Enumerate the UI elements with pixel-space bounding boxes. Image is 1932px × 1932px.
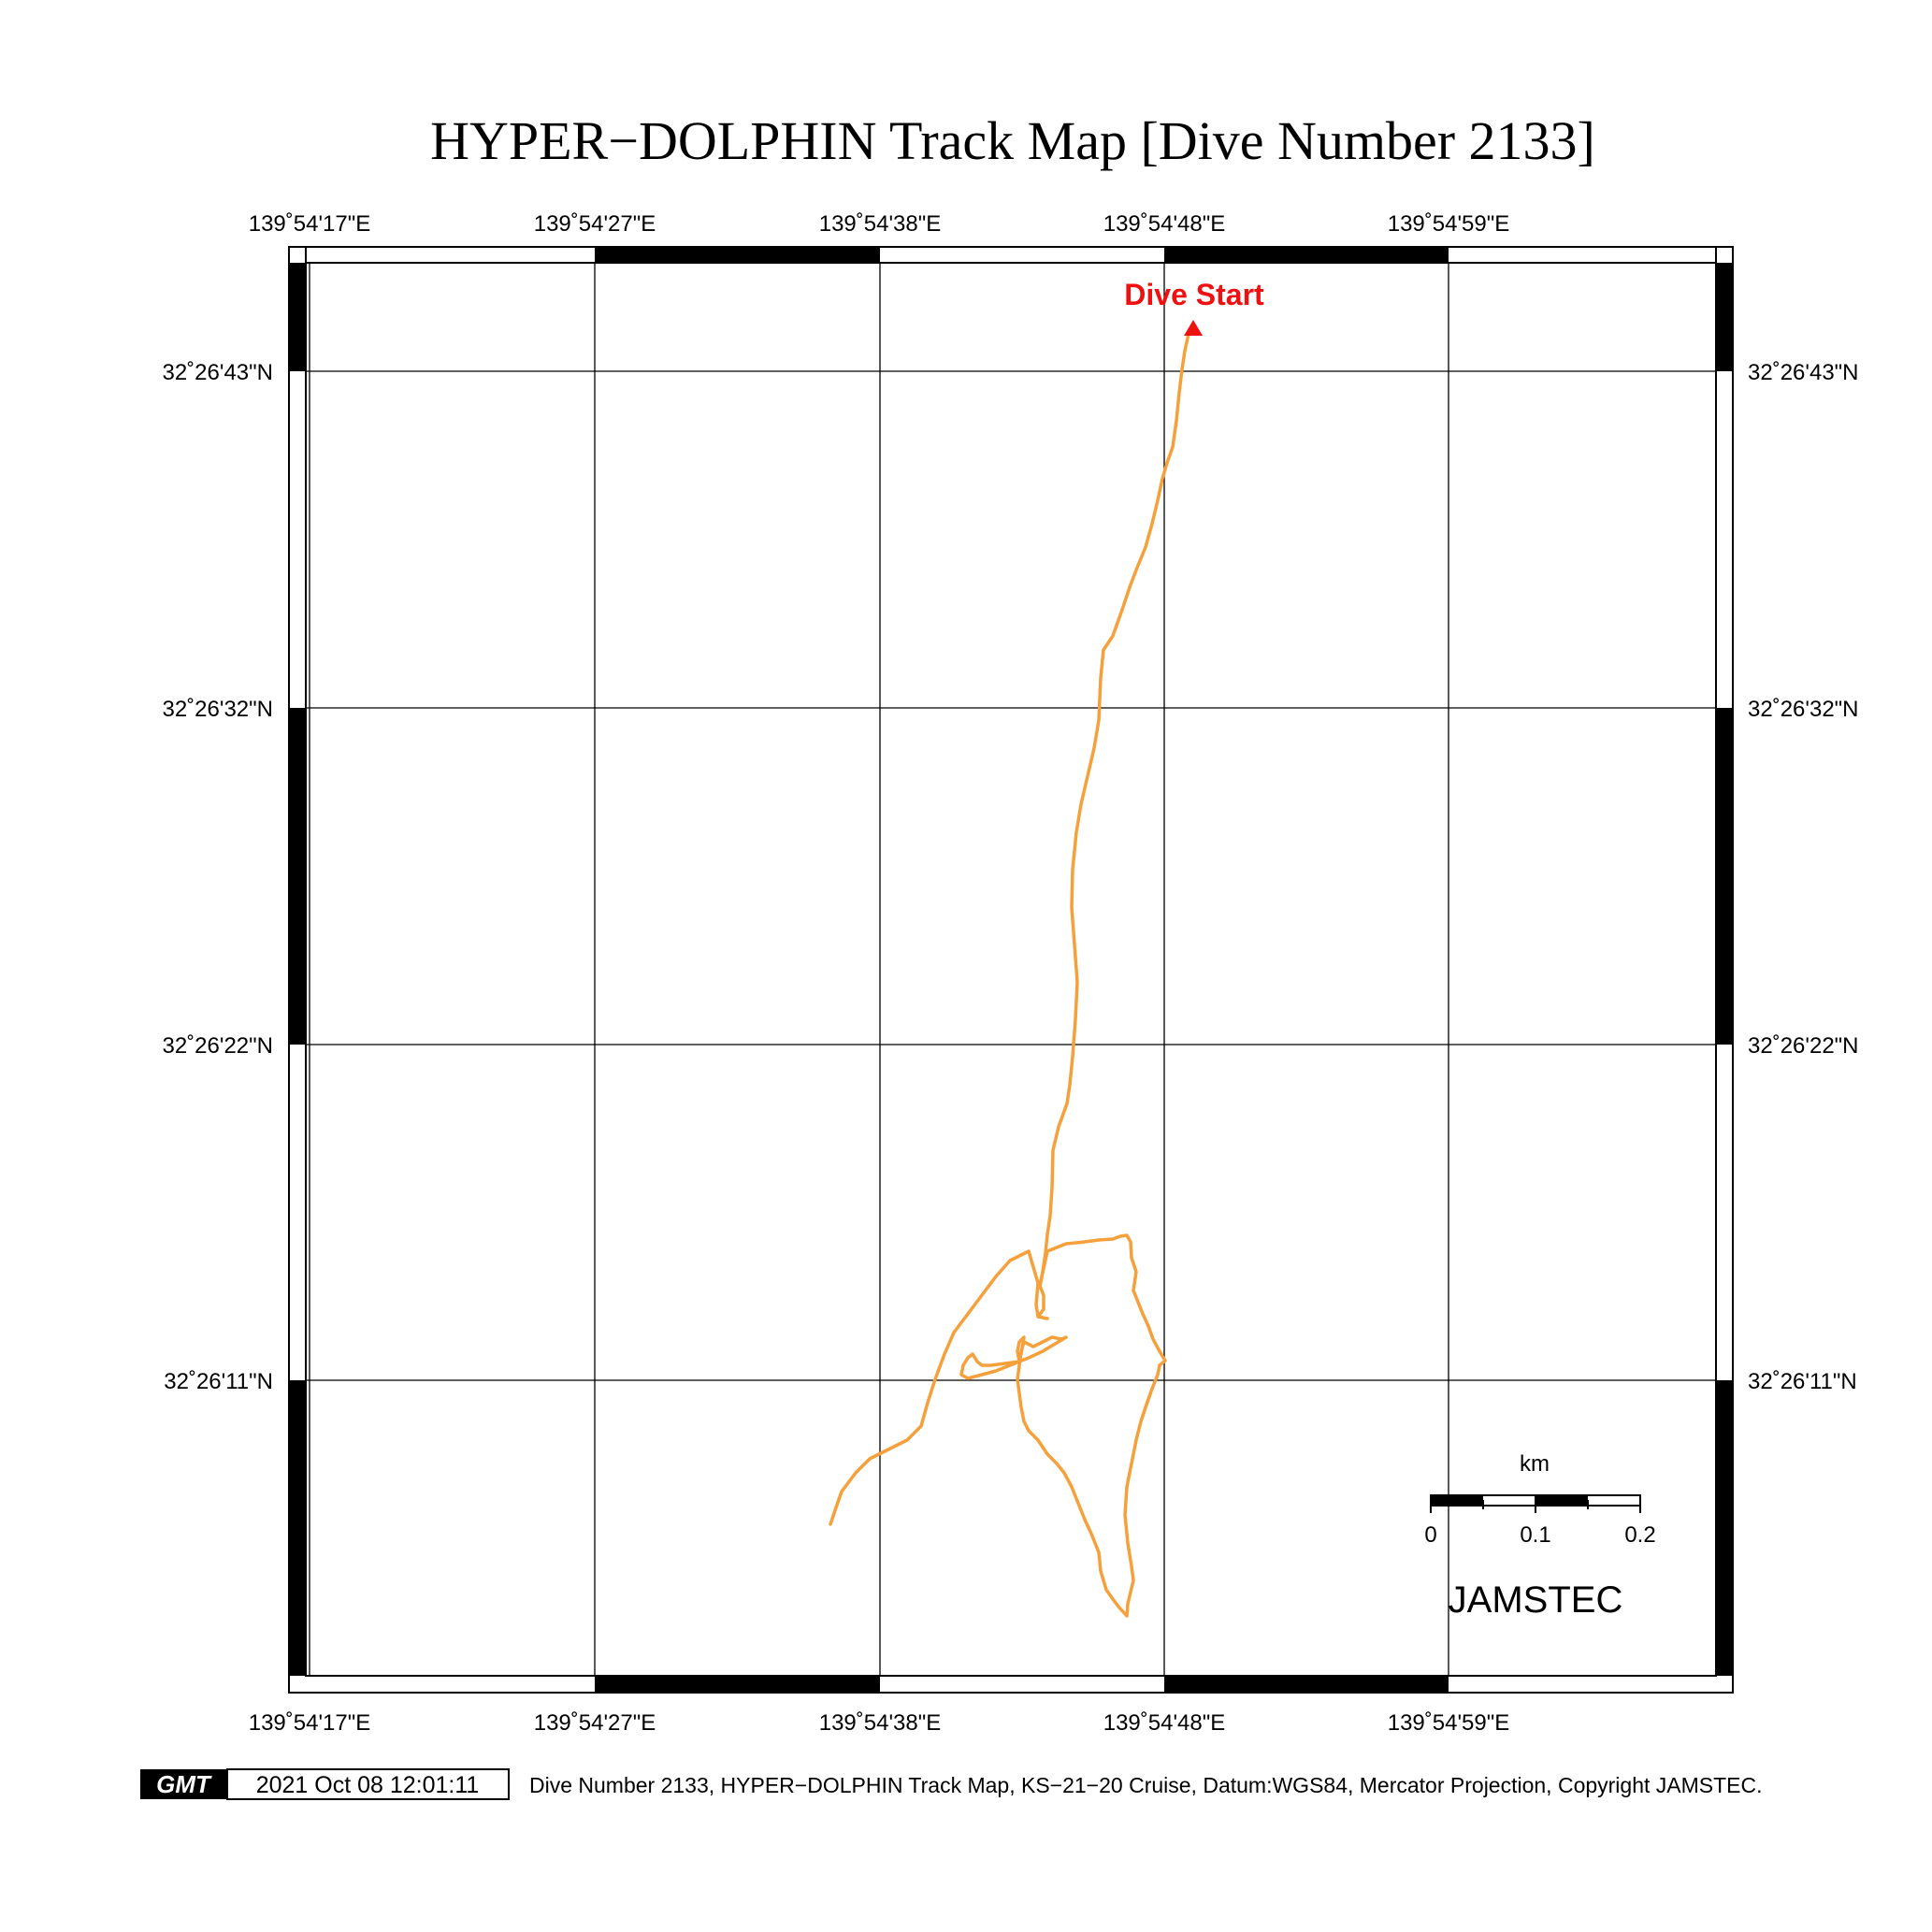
lat-label-right: 32˚26'43"N — [1748, 360, 1859, 385]
footer-caption: Dive Number 2133, HYPER−DOLPHIN Track Ma… — [529, 1773, 1763, 1797]
lat-label-left: 32˚26'22"N — [162, 1033, 273, 1059]
map-frame — [288, 246, 1734, 1694]
dive-start-label: Dive Start — [1124, 278, 1264, 311]
lat-label-left: 32˚26'32"N — [162, 697, 273, 722]
scale-tick-label: 0.2 — [1624, 1522, 1655, 1548]
timestamp-box — [226, 1768, 510, 1800]
lon-label-bottom: 139˚54'17"E — [249, 1710, 371, 1736]
lat-label-right: 32˚26'22"N — [1748, 1033, 1859, 1059]
lat-label-right: 32˚26'32"N — [1748, 697, 1859, 722]
map-title: HYPER−DOLPHIN Track Map [Dive Number 213… — [430, 110, 1595, 171]
gmt-logo-text: GMT — [156, 1770, 212, 1798]
footer: GMT 2021 Oct 08 12:01:11 Dive Number 213… — [140, 1768, 1763, 1800]
lon-label-bottom: 139˚54'59"E — [1388, 1710, 1510, 1736]
lat-label-left: 32˚26'11"N — [164, 1369, 273, 1394]
graticule — [306, 263, 1716, 1676]
scale-tick-label: 0 — [1424, 1522, 1436, 1548]
lon-label-top: 139˚54'17"E — [249, 211, 371, 237]
scale-tick-label: 0.1 — [1520, 1522, 1550, 1548]
lon-label-bottom: 139˚54'38"E — [819, 1710, 942, 1736]
dive-track — [829, 332, 1190, 1526]
scale-unit-label: km — [1520, 1451, 1550, 1477]
dive-start-marker: Dive Start — [1124, 278, 1264, 336]
dive-track-loop — [959, 1233, 1167, 1618]
lon-label-top: 139˚54'27"E — [534, 211, 656, 237]
lat-label-right: 32˚26'11"N — [1748, 1369, 1857, 1394]
triangle-marker-icon — [1184, 320, 1203, 336]
lat-label-left: 32˚26'43"N — [162, 360, 273, 385]
jamstec-label: JAMSTEC — [1449, 1579, 1623, 1621]
timestamp: 2021 Oct 08 12:01:11 — [256, 1772, 480, 1798]
lon-label-bottom: 139˚54'48"E — [1103, 1710, 1226, 1736]
lon-label-top: 139˚54'48"E — [1103, 211, 1226, 237]
lon-label-top: 139˚54'59"E — [1388, 211, 1510, 237]
gmt-logo-icon — [140, 1769, 227, 1799]
lon-label-bottom: 139˚54'27"E — [534, 1710, 656, 1736]
lon-label-top: 139˚54'38"E — [819, 211, 942, 237]
scale-bar: km 0 0.1 0.2 — [1424, 1451, 1655, 1548]
